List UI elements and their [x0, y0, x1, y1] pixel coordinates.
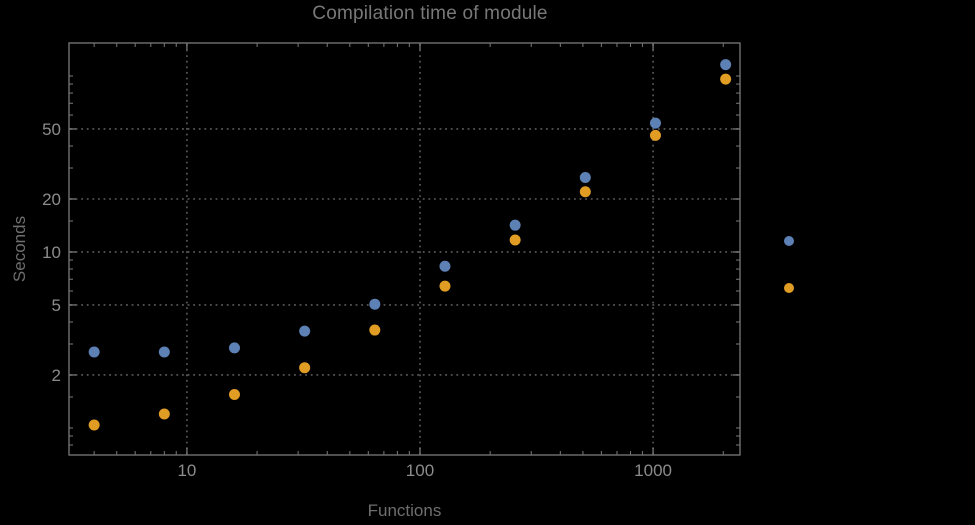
- data-point-series-2-orange: [158, 408, 170, 420]
- data-point-series-1-blue: [439, 260, 451, 272]
- data-point-series-1-blue: [228, 342, 240, 354]
- chart-title: Compilation time of module: [312, 3, 548, 24]
- data-point-series-2-orange: [439, 280, 451, 292]
- data-point-series-1-blue: [649, 117, 661, 129]
- data-point-series-2-orange: [369, 324, 381, 336]
- plot-frame: [68, 42, 741, 456]
- data-point-series-2-orange: [88, 419, 100, 431]
- data-point-series-2-orange: [509, 234, 521, 246]
- y-tick-label: 2: [52, 366, 61, 385]
- data-point-series-1-blue: [720, 59, 732, 71]
- y-tick-label: 20: [42, 190, 61, 209]
- x-axis-label: Functions: [367, 501, 442, 520]
- data-point-series-1-blue: [509, 219, 521, 231]
- data-point-series-1-blue: [369, 298, 381, 310]
- x-tick-label: 10: [177, 461, 196, 480]
- y-axis-label: Seconds: [10, 215, 29, 283]
- data-point-series-1-blue: [579, 171, 591, 183]
- legend-marker: [784, 283, 794, 293]
- data-point-series-1-blue: [88, 346, 100, 358]
- y-tick-label: 5: [52, 296, 61, 315]
- y-tick-label: 50: [42, 120, 61, 139]
- data-point-series-1-blue: [299, 325, 311, 337]
- data-point-series-2-orange: [579, 186, 591, 198]
- data-point-series-2-orange: [299, 362, 311, 374]
- x-tick-label: 100: [406, 461, 434, 480]
- x-tick-label: 1000: [634, 461, 672, 480]
- data-point-series-2-orange: [720, 73, 732, 85]
- legend-marker: [784, 236, 794, 246]
- data-point-series-2-orange: [649, 129, 661, 141]
- y-tick-label: 10: [42, 243, 61, 262]
- data-point-series-2-orange: [228, 388, 240, 400]
- data-point-series-1-blue: [158, 346, 170, 358]
